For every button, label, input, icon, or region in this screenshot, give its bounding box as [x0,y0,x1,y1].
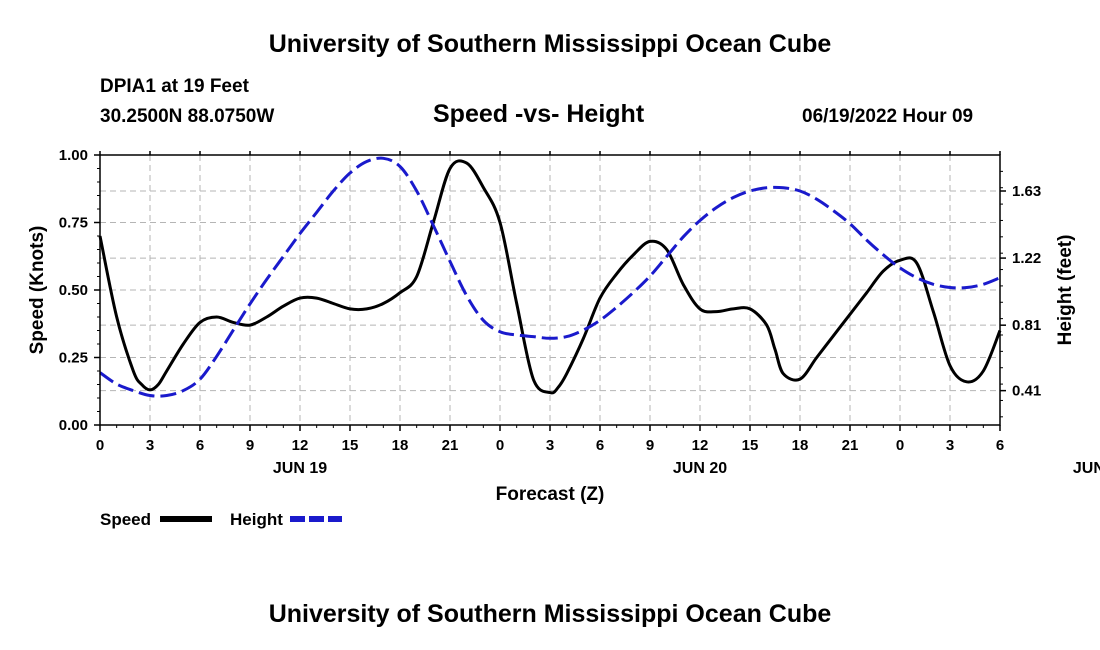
legend: Speed Height [100,510,342,529]
y2-axis-title: Height (feet) [1055,235,1076,346]
y2-tick-label: 1.63 [1012,183,1041,200]
y2-tick-label: 0.41 [1012,383,1041,400]
x-tick-label: 9 [646,437,654,454]
x-tick-label: 9 [246,437,254,454]
x-tick-label: 0 [96,437,104,454]
x-tick-label: 18 [792,437,809,454]
y-tick-label: 0.00 [59,417,88,434]
legend-height-label: Height [230,510,283,529]
coordinates-label: 30.2500N 88.0750W [100,106,275,127]
station-label: DPIA1 at 19 Feet [100,76,249,97]
y-tick-label: 0.25 [59,350,88,367]
x-tick-label: 12 [292,437,309,454]
y-tick-label: 0.50 [59,282,88,299]
x-tick-label: 6 [996,437,1004,454]
x-tick-label: 3 [546,437,554,454]
x-tick-label: 21 [442,437,459,454]
main-title: University of Southern Mississippi Ocean… [268,30,832,58]
grid [100,155,1000,425]
date-label: JUN 19 [273,460,327,477]
height-series-line [99,156,1001,398]
footer-title: University of Southern Mississippi Ocean… [268,600,832,628]
y-axis-title: Speed (Knots) [27,226,48,355]
y-tick-label: 0.75 [59,215,88,232]
y2-tick-label: 0.81 [1012,317,1041,334]
x-tick-label: 18 [392,437,409,454]
axes: 0 3 6 9 12 15 18 21 0 3 6 9 12 15 18 21 0 3 6 JUN 19 JUN 20 J… [59,147,1100,477]
x-tick-label: 0 [896,437,904,454]
speed-series-line [98,159,1002,395]
x-tick-label: 3 [146,437,154,454]
x-tick-label: 6 [596,437,604,454]
date-label: JUN 20 [673,460,727,477]
y-tick-label: 1.00 [59,147,88,164]
x-tick-label: 15 [742,437,759,454]
forecast-datetime: 06/19/2022 Hour 09 [802,106,974,127]
series-group [98,156,1002,398]
x-axis-title: Forecast (Z) [496,484,605,505]
x-tick-label: 6 [196,437,204,454]
chart-subtitle: Speed -vs- Height [433,100,645,128]
date-label: JUN 21 [1073,460,1100,477]
x-tick-label: 21 [842,437,859,454]
x-tick-label: 0 [496,437,504,454]
x-tick-label: 3 [946,437,954,454]
x-tick-label: 15 [342,437,359,454]
x-tick-label: 12 [692,437,709,454]
y2-tick-label: 1.22 [1012,250,1041,267]
legend-speed-label: Speed [100,510,151,529]
